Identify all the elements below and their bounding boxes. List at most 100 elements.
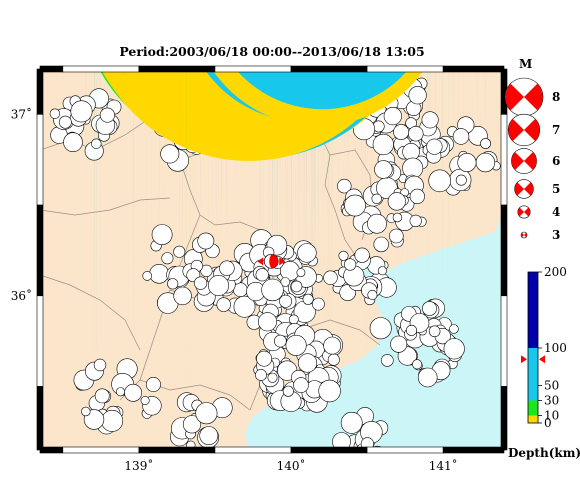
focal-mechanism <box>297 69 317 263</box>
depth-tick-label: 30 <box>544 394 559 408</box>
lat-tick-label: 36˚ <box>11 288 32 303</box>
magnitude-legend-label: 7 <box>552 123 560 137</box>
focal-mechanism <box>323 270 338 285</box>
depth-scale-segment <box>528 348 538 401</box>
focal-mechanism <box>296 268 306 277</box>
focal-mechanism <box>373 69 389 253</box>
focal-mechanism <box>293 377 309 393</box>
depth-marker <box>521 355 527 364</box>
focal-mechanism <box>194 276 208 290</box>
focal-mechanism <box>344 258 357 271</box>
focal-mechanism <box>449 324 459 334</box>
magnitude-legend: M 8 7 6 5 4 3 <box>504 57 560 242</box>
focal-mechanism <box>197 232 215 250</box>
focal-mechanism <box>409 69 422 227</box>
focal-mechanism <box>452 128 470 145</box>
magnitude-legend-label: 6 <box>552 154 560 168</box>
focal-mechanism <box>200 264 213 278</box>
focal-mechanism <box>387 192 406 211</box>
depth-tick-label: 100 <box>544 341 567 355</box>
magnitude-legend-label: 3 <box>552 228 560 242</box>
magnitude-legend-label: 8 <box>552 90 560 104</box>
focal-mechanism <box>99 69 115 123</box>
focal-mechanism <box>369 69 392 340</box>
magnitude-legend-item: 4 <box>517 205 560 219</box>
focal-mechanism <box>88 69 109 109</box>
focal-mechanism <box>426 138 443 155</box>
focal-mechanism <box>49 108 61 119</box>
magnitude-legend-item: 3 <box>520 228 560 242</box>
focal-mechanism <box>63 132 83 152</box>
magnitude-legend-label: 4 <box>552 205 560 219</box>
focal-mechanism <box>199 69 409 446</box>
focal-mechanism <box>161 252 174 265</box>
focal-mechanism <box>151 224 173 246</box>
focal-mechanism <box>233 295 256 318</box>
focal-mechanism <box>421 111 439 129</box>
focal-mechanism <box>297 353 318 373</box>
focal-mechanism <box>390 69 408 353</box>
lon-tick-label: 141˚ <box>429 458 458 473</box>
focal-mechanism <box>455 174 467 186</box>
focal-mechanism <box>255 268 269 282</box>
focal-mechanism <box>182 69 401 434</box>
focal-mechanism <box>428 325 441 338</box>
magnitude-legend-item: 7 <box>507 113 560 147</box>
focal-mechanism <box>255 369 267 381</box>
map-title: Period:2003/06/18 00:00--2013/06/18 13:0… <box>119 44 425 59</box>
focal-mechanism <box>412 359 423 370</box>
focal-mechanism <box>332 432 351 450</box>
depth-marker <box>539 355 545 364</box>
focal-mechanism <box>338 250 349 261</box>
focal-mechanism <box>58 115 72 129</box>
focal-mechanism <box>388 228 404 244</box>
focal-mechanism <box>367 289 378 300</box>
focal-mechanism <box>70 100 93 123</box>
focal-mechanism <box>318 69 341 403</box>
focal-mechanism <box>393 124 409 140</box>
focal-mechanism <box>282 385 294 397</box>
focal-mechanism <box>173 245 186 258</box>
depth-tick-label: 200 <box>544 265 567 279</box>
focal-mechanism <box>285 69 307 356</box>
depth-scale-segment <box>528 400 538 416</box>
focal-mechanisms <box>49 69 501 450</box>
focal-mechanism <box>280 277 291 287</box>
depth-scale-segment <box>528 415 538 423</box>
depth-tick-label: 10 <box>544 409 559 423</box>
focal-mechanism <box>340 411 363 434</box>
focal-mechanism <box>279 69 293 308</box>
depth-tick-label: 0 <box>544 416 552 430</box>
focal-mechanism <box>261 278 284 302</box>
focal-mechanism <box>337 69 352 194</box>
focal-mechanism <box>344 194 366 217</box>
magnitude-legend-item: 5 <box>514 179 560 199</box>
focal-mechanism <box>417 69 438 388</box>
focal-mechanism <box>443 338 465 360</box>
lon-tick-label: 140˚ <box>277 458 306 473</box>
focal-mechanism <box>267 372 278 383</box>
focal-mechanism <box>408 86 427 105</box>
magnitude-legend-item: 8 <box>504 77 560 117</box>
depth-scale-title: Depth(km) <box>508 446 580 460</box>
magnitude-legend-item: 6 <box>511 148 560 174</box>
focal-mechanism <box>256 350 272 367</box>
lon-tick-label: 139˚ <box>124 458 153 473</box>
focal-mechanism <box>145 69 362 392</box>
focal-mechanism <box>409 69 425 204</box>
map-area <box>40 69 504 450</box>
focal-mechanism <box>383 69 402 126</box>
focal-mechanism <box>405 324 417 336</box>
depth-tick-label: 50 <box>544 379 559 393</box>
focal-mechanism <box>257 312 277 332</box>
focal-mechanism <box>457 153 477 173</box>
focal-mechanism <box>142 69 152 281</box>
boundary-line <box>40 197 171 216</box>
focal-mechanism <box>480 138 491 149</box>
focal-mechanism <box>371 193 382 205</box>
focal-mechanism <box>323 69 342 355</box>
lat-tick-label: 37˚ <box>11 106 32 121</box>
depth-scale-segment <box>528 272 538 348</box>
